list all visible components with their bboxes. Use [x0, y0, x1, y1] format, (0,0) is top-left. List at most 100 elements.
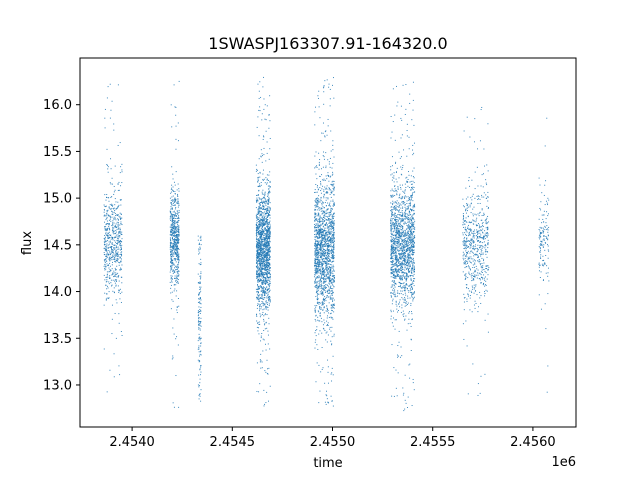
data-point: [323, 238, 325, 240]
data-point: [263, 257, 265, 259]
data-point: [257, 286, 259, 288]
data-point: [259, 223, 261, 225]
data-point: [322, 202, 324, 204]
data-point: [106, 211, 108, 213]
data-point: [263, 290, 265, 292]
data-point: [318, 333, 320, 335]
data-point: [407, 242, 409, 244]
data-point: [314, 208, 316, 210]
data-point: [327, 231, 329, 233]
data-point: [175, 227, 177, 229]
data-point: [321, 244, 323, 246]
data-point: [407, 227, 409, 229]
data-point: [327, 245, 329, 247]
data-point: [324, 227, 326, 229]
data-point: [314, 273, 316, 275]
data-point: [324, 285, 326, 287]
data-point: [106, 293, 108, 295]
data-point: [321, 258, 323, 260]
data-point: [105, 217, 107, 219]
data-point: [316, 285, 318, 287]
data-point: [331, 260, 333, 262]
data-point: [314, 220, 316, 222]
data-point: [319, 236, 321, 238]
data-point: [333, 189, 335, 191]
data-point: [332, 284, 334, 286]
data-point: [409, 227, 411, 229]
data-point: [263, 268, 265, 270]
data-point: [323, 220, 325, 222]
data-point: [259, 254, 261, 256]
data-point: [178, 257, 180, 259]
data-point: [409, 244, 411, 246]
data-point: [199, 282, 201, 284]
data-point: [331, 257, 333, 259]
data-point: [263, 220, 265, 222]
data-point: [111, 213, 113, 215]
data-point: [175, 200, 177, 202]
data-point: [178, 256, 180, 258]
data-point: [106, 228, 108, 230]
data-point: [396, 181, 398, 183]
data-point: [325, 280, 327, 282]
data-point: [172, 217, 174, 219]
data-point: [316, 205, 318, 207]
data-point: [259, 383, 261, 385]
data-point: [172, 178, 174, 180]
data-point: [318, 231, 320, 233]
data-point: [117, 228, 119, 230]
data-point: [108, 215, 110, 217]
data-point: [258, 310, 260, 312]
data-point: [171, 184, 173, 186]
data-point: [110, 238, 112, 240]
data-point: [104, 226, 105, 228]
data-point: [318, 253, 320, 255]
data-point: [116, 280, 118, 282]
data-point: [267, 269, 269, 271]
data-point: [112, 231, 114, 233]
data-point: [104, 249, 106, 251]
data-point: [401, 269, 403, 271]
data-point: [320, 236, 322, 238]
data-point: [317, 247, 319, 249]
data-point: [261, 216, 263, 218]
data-point: [177, 195, 179, 197]
data-point: [269, 214, 271, 216]
data-point: [315, 285, 317, 287]
data-point: [258, 206, 260, 208]
data-point: [107, 253, 109, 255]
data-point: [330, 233, 332, 235]
data-point: [198, 393, 200, 395]
data-point: [121, 244, 123, 246]
data-point: [265, 242, 267, 244]
data-point: [333, 188, 335, 190]
data-point: [314, 262, 316, 264]
data-point: [257, 279, 259, 281]
data-point: [267, 248, 269, 250]
data-point: [314, 250, 316, 252]
data-point: [170, 246, 172, 248]
data-point: [170, 257, 172, 259]
data-point: [171, 278, 173, 280]
data-point: [267, 203, 269, 205]
data-point: [265, 244, 267, 246]
data-point: [316, 254, 318, 256]
data-point: [267, 306, 269, 308]
data-point: [117, 214, 119, 216]
data-point: [322, 219, 324, 221]
data-point: [117, 241, 119, 243]
data-point: [327, 273, 329, 275]
data-point: [112, 226, 114, 228]
data-point: [323, 269, 325, 271]
data-point: [266, 286, 268, 288]
data-point: [114, 267, 116, 269]
data-point: [317, 286, 319, 288]
data-point: [265, 278, 267, 280]
data-point: [113, 216, 115, 218]
data-point: [199, 360, 201, 362]
data-point: [110, 246, 112, 248]
data-point: [324, 278, 326, 280]
data-point: [198, 250, 200, 252]
data-point: [119, 298, 121, 300]
data-point: [412, 254, 414, 256]
